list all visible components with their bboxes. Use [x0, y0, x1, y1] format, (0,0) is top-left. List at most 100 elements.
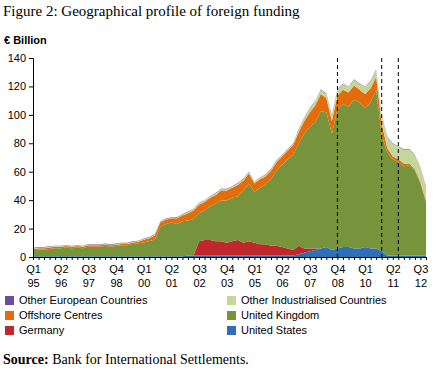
x-tick-mark	[50, 257, 51, 260]
x-tick	[426, 257, 427, 260]
x-tick-mark	[365, 257, 366, 260]
x-tick-mark	[310, 257, 311, 260]
x-tick	[371, 257, 372, 260]
source-note: Source: Bank for International Settlemen…	[3, 352, 249, 367]
x-tick-mark	[99, 257, 100, 260]
legend-label: Other Industrialised Countries	[241, 294, 387, 306]
x-tick	[265, 257, 266, 260]
x-tick: Q312	[414, 257, 429, 289]
x-tick-label: Q403	[220, 263, 235, 289]
x-tick-mark	[321, 257, 322, 260]
x-tick-mark	[116, 257, 117, 260]
x-tick: Q105	[248, 257, 263, 289]
x-tick-mark	[243, 257, 244, 260]
x-tick-mark	[160, 257, 161, 260]
legend-item: Germany	[5, 324, 65, 336]
x-tick-mark	[376, 257, 377, 260]
legend-label: Other European Countries	[19, 294, 148, 306]
x-tick-mark	[55, 257, 56, 260]
x-tick-mark	[227, 257, 228, 260]
x-tick	[39, 257, 40, 260]
x-tick-label: Q195	[26, 263, 41, 289]
x-tick-mark	[205, 257, 206, 260]
x-tick-mark	[360, 257, 361, 260]
x-tick	[326, 257, 327, 260]
x-tick	[349, 257, 350, 260]
reference-line	[381, 58, 382, 257]
x-tick	[160, 257, 161, 260]
legend-item: Offshore Centres	[5, 309, 103, 321]
x-tick	[260, 257, 261, 260]
x-tick-mark	[122, 257, 123, 260]
x-tick-mark	[133, 257, 134, 260]
x-tick	[188, 257, 189, 260]
y-tick-label: 40	[14, 194, 26, 206]
x-tick-mark	[409, 257, 410, 260]
x-tick	[133, 257, 134, 260]
x-tick-mark	[33, 257, 34, 260]
x-tick	[155, 257, 156, 260]
x-tick-mark	[216, 257, 217, 260]
y-tick: 60	[14, 166, 33, 178]
x-tick	[182, 257, 183, 260]
legend-label: United States	[241, 324, 308, 336]
x-tick-mark	[182, 257, 183, 260]
x-tick-mark	[426, 257, 427, 260]
x-tick-mark	[288, 257, 289, 260]
x-tick	[321, 257, 322, 260]
y-tick-mark	[29, 86, 33, 87]
area-series	[33, 69, 426, 248]
x-tick	[299, 257, 300, 260]
x-tick-mark	[282, 257, 283, 260]
x-tick-mark	[382, 257, 383, 260]
x-tick	[127, 257, 128, 260]
x-tick-mark	[166, 257, 167, 260]
x-tick: Q195	[26, 257, 41, 289]
x-tick	[304, 257, 305, 260]
y-tick-mark	[29, 257, 33, 258]
x-tick-mark	[398, 257, 399, 260]
reference-line	[337, 58, 338, 257]
x-tick: Q307	[303, 257, 318, 289]
x-tick-mark	[127, 257, 128, 260]
x-tick-label: Q498	[109, 263, 124, 289]
legend-swatch	[227, 296, 236, 305]
x-tick-label: Q307	[303, 263, 318, 289]
legend-item: United States	[227, 324, 308, 336]
x-tick-mark	[304, 257, 305, 260]
x-tick	[288, 257, 289, 260]
x-tick-label: Q302	[192, 263, 207, 289]
x-tick-mark	[420, 257, 421, 260]
x-tick-mark	[221, 257, 222, 260]
x-tick	[50, 257, 51, 260]
y-tick-label: 100	[8, 109, 26, 121]
y-tick-mark	[29, 229, 33, 230]
x-tick	[55, 257, 56, 260]
x-tick-mark	[105, 257, 106, 260]
area-series	[33, 77, 426, 250]
area-series	[33, 70, 426, 249]
x-tick-mark	[249, 257, 250, 260]
y-tick: 140	[8, 52, 33, 64]
x-tick-mark	[232, 257, 233, 260]
x-tick-label: Q110	[358, 263, 373, 289]
legend-swatch	[227, 311, 236, 320]
x-tick	[277, 257, 278, 260]
x-tick	[232, 257, 233, 260]
x-tick-mark	[94, 257, 95, 260]
x-tick-mark	[393, 257, 394, 260]
x-tick-mark	[349, 257, 350, 260]
x-tick: Q100	[137, 257, 152, 289]
x-tick-mark	[260, 257, 261, 260]
y-tick: 120	[8, 80, 33, 92]
x-tick-mark	[277, 257, 278, 260]
x-tick: Q201	[165, 257, 180, 289]
legend-label: United Kingdom	[241, 309, 319, 321]
x-tick-mark	[177, 257, 178, 260]
x-tick	[249, 257, 250, 260]
x-tick: Q296	[54, 257, 69, 289]
x-axis-line	[34, 258, 427, 261]
x-tick-label: Q206	[275, 263, 290, 289]
x-tick	[382, 257, 383, 260]
x-tick	[404, 257, 405, 260]
